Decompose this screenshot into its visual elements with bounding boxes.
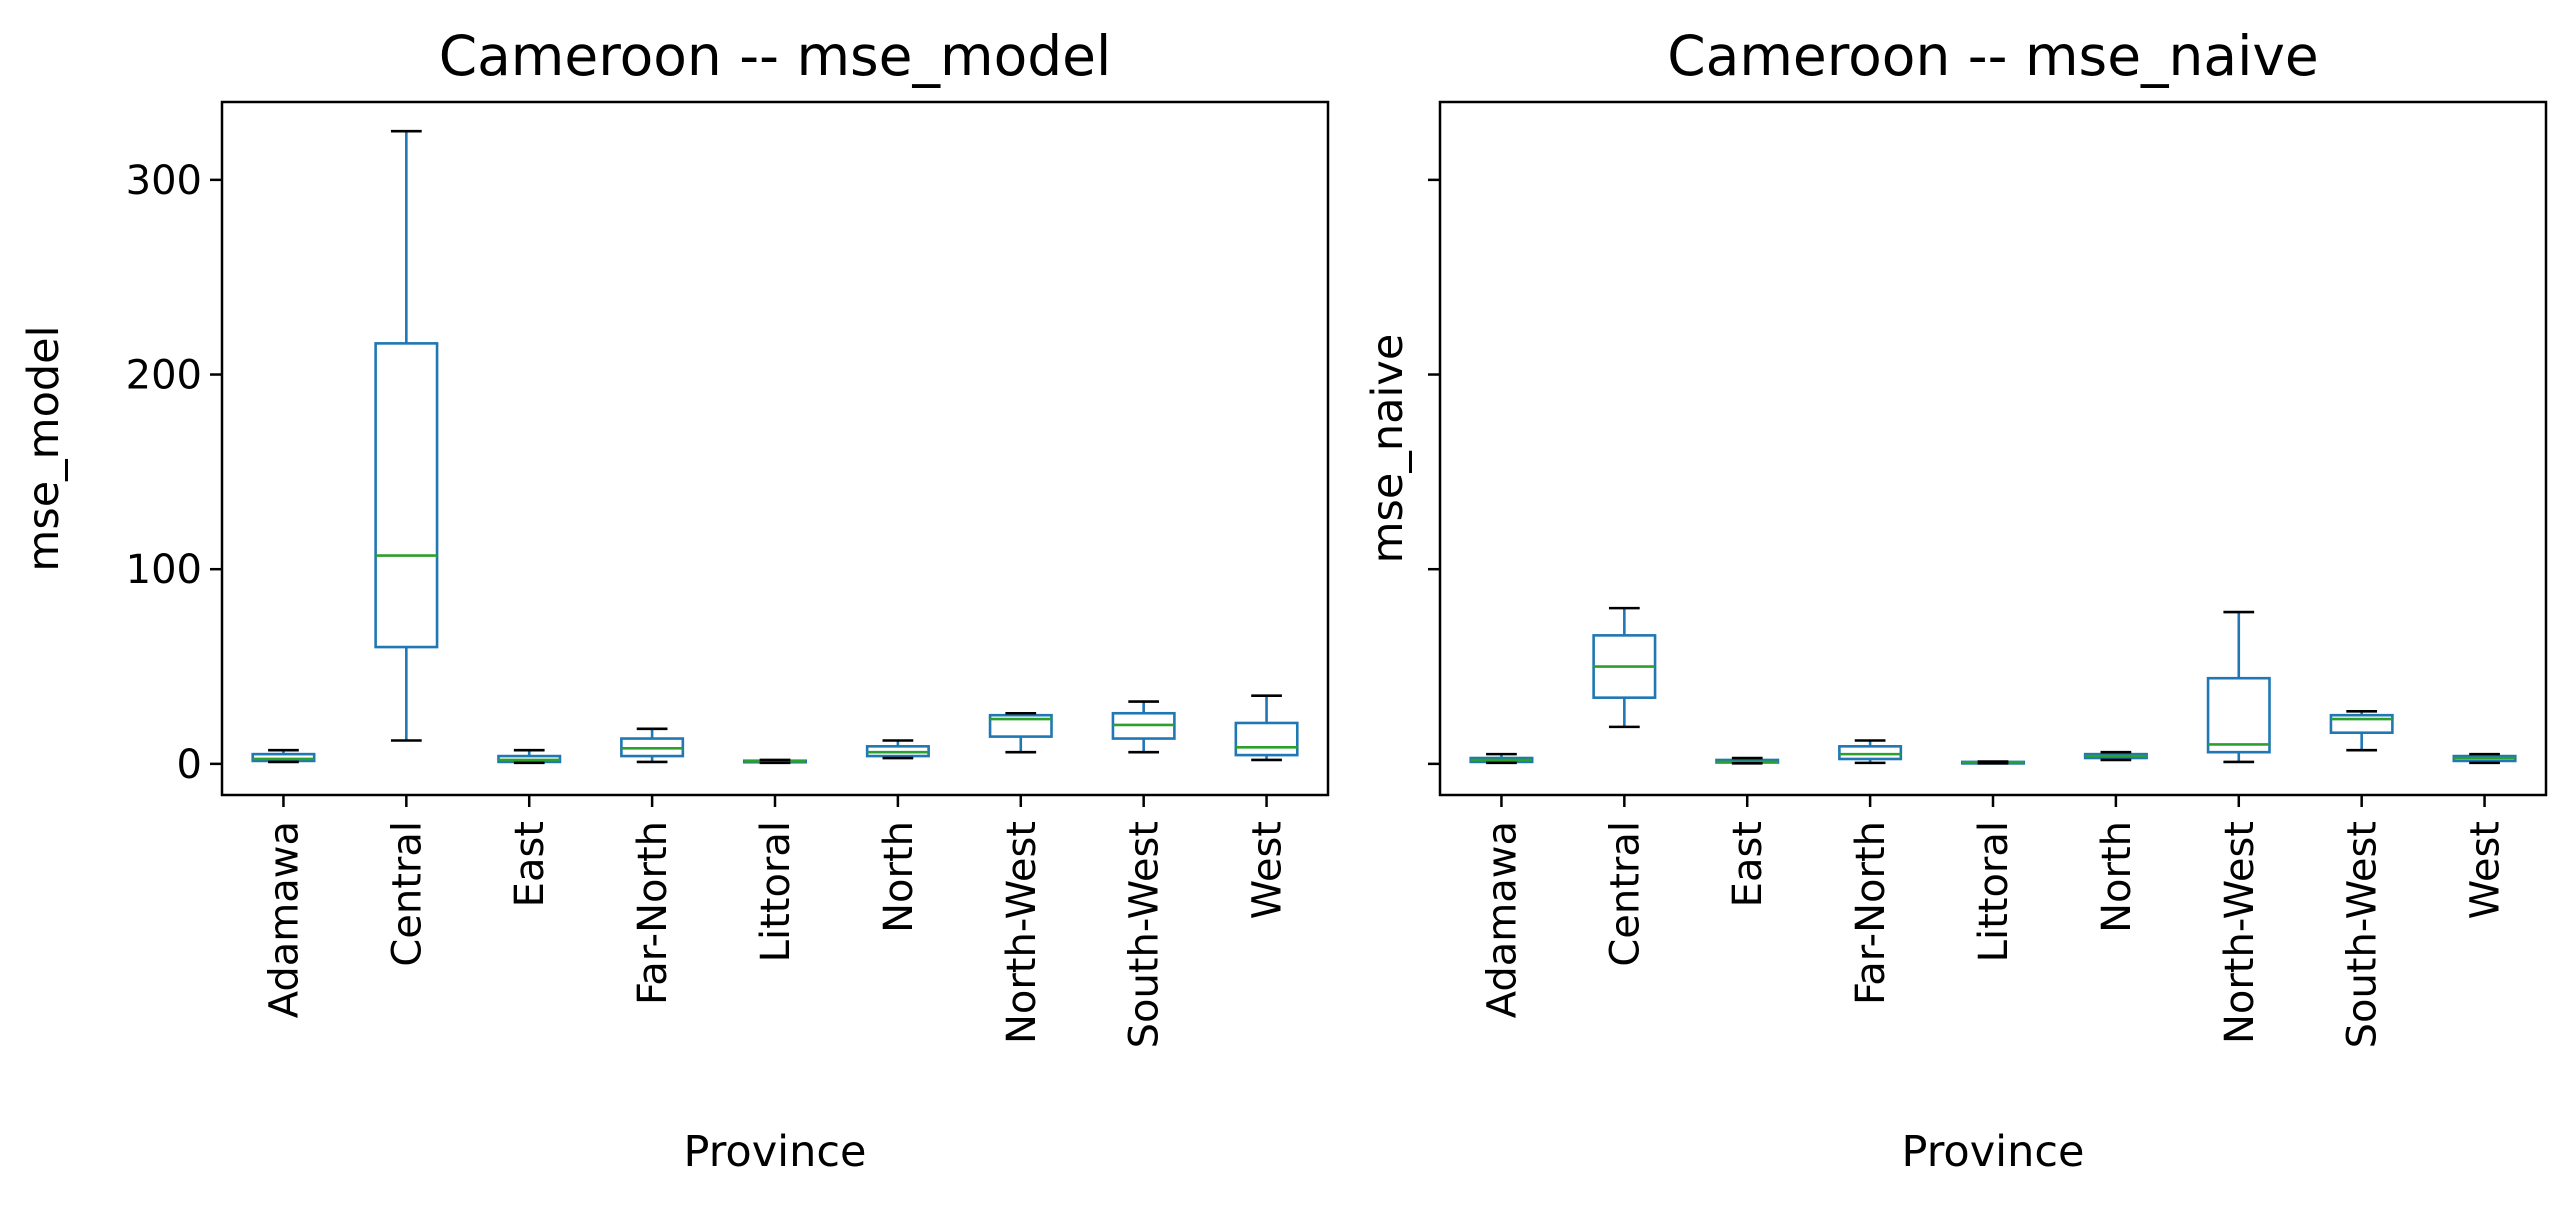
y-axis-label: mse_naive — [1363, 334, 1413, 564]
x-tick-label: South-West — [1122, 821, 1168, 1048]
iqr-box — [1234, 721, 1299, 757]
x-tick-label: Adamawa — [1479, 821, 1525, 1018]
x-tick-label: North-West — [999, 821, 1045, 1044]
x-tick-label: Littoral — [753, 821, 799, 962]
x-tick-label: North — [2094, 821, 2140, 933]
box-north-west — [988, 711, 1053, 754]
box-south-west — [1111, 700, 1176, 754]
box-north — [2083, 750, 2148, 762]
x-tick-label: West — [2463, 821, 2509, 919]
box-east — [497, 748, 562, 765]
box-central — [374, 129, 439, 742]
y-tick-label: 300 — [126, 158, 202, 204]
box-far-north — [620, 727, 685, 764]
box-west — [1234, 694, 1299, 762]
box-littoral — [742, 758, 808, 765]
box-east — [1715, 756, 1780, 765]
box-south-west — [2329, 709, 2394, 752]
box-north — [865, 739, 930, 760]
x-tick-label: West — [1245, 821, 1291, 919]
iqr-box — [988, 713, 1053, 738]
x-tick-label: South-West — [2340, 821, 2386, 1048]
x-tick-label: East — [507, 821, 553, 907]
chart-title: Cameroon -- mse_model — [439, 24, 1112, 88]
box-central — [1592, 606, 1657, 729]
iqr-box — [2329, 713, 2394, 735]
x-tick-label: North-West — [2217, 821, 2263, 1044]
y-tick-label: 100 — [126, 547, 202, 593]
x-tick-label: Central — [1602, 821, 1648, 967]
box-adamawa — [251, 748, 316, 764]
x-tick-label: Littoral — [1971, 821, 2017, 962]
chart-panel-1: Cameroon -- mse_model 0 100 200 300 Adamawa Ce… — [19, 24, 1330, 1177]
x-tick-label: East — [1725, 821, 1771, 907]
iqr-box — [1838, 745, 1903, 761]
y-axis-label: mse_model — [19, 325, 69, 571]
x-tick-label: Far-North — [630, 821, 676, 1005]
x-axis-label: Province — [1902, 1127, 2085, 1177]
box-littoral — [1960, 760, 2026, 765]
y-tick-label: 0 — [177, 742, 202, 788]
plot-area-frame — [1438, 100, 2548, 797]
x-tick-label: North — [876, 821, 922, 933]
chart-title: Cameroon -- mse_naive — [1667, 24, 2319, 88]
x-tick-label: Far-North — [1848, 821, 1894, 1005]
box-adamawa — [1469, 752, 1534, 765]
box-north-west — [2206, 610, 2271, 764]
x-tick-label: Adamawa — [261, 821, 307, 1018]
box-west — [2452, 752, 2517, 765]
box-far-north — [1838, 739, 1903, 765]
x-axis-label: Province — [684, 1127, 867, 1177]
chart-panel-2: Cameroon -- mse_naive Adamawa Central East F… — [1363, 24, 2548, 1177]
y-tick-label: 200 — [126, 353, 202, 399]
plot-area-frame — [220, 100, 1330, 797]
x-tick-label: Central — [384, 821, 430, 967]
iqr-box — [2206, 676, 2271, 754]
iqr-box — [374, 342, 439, 649]
